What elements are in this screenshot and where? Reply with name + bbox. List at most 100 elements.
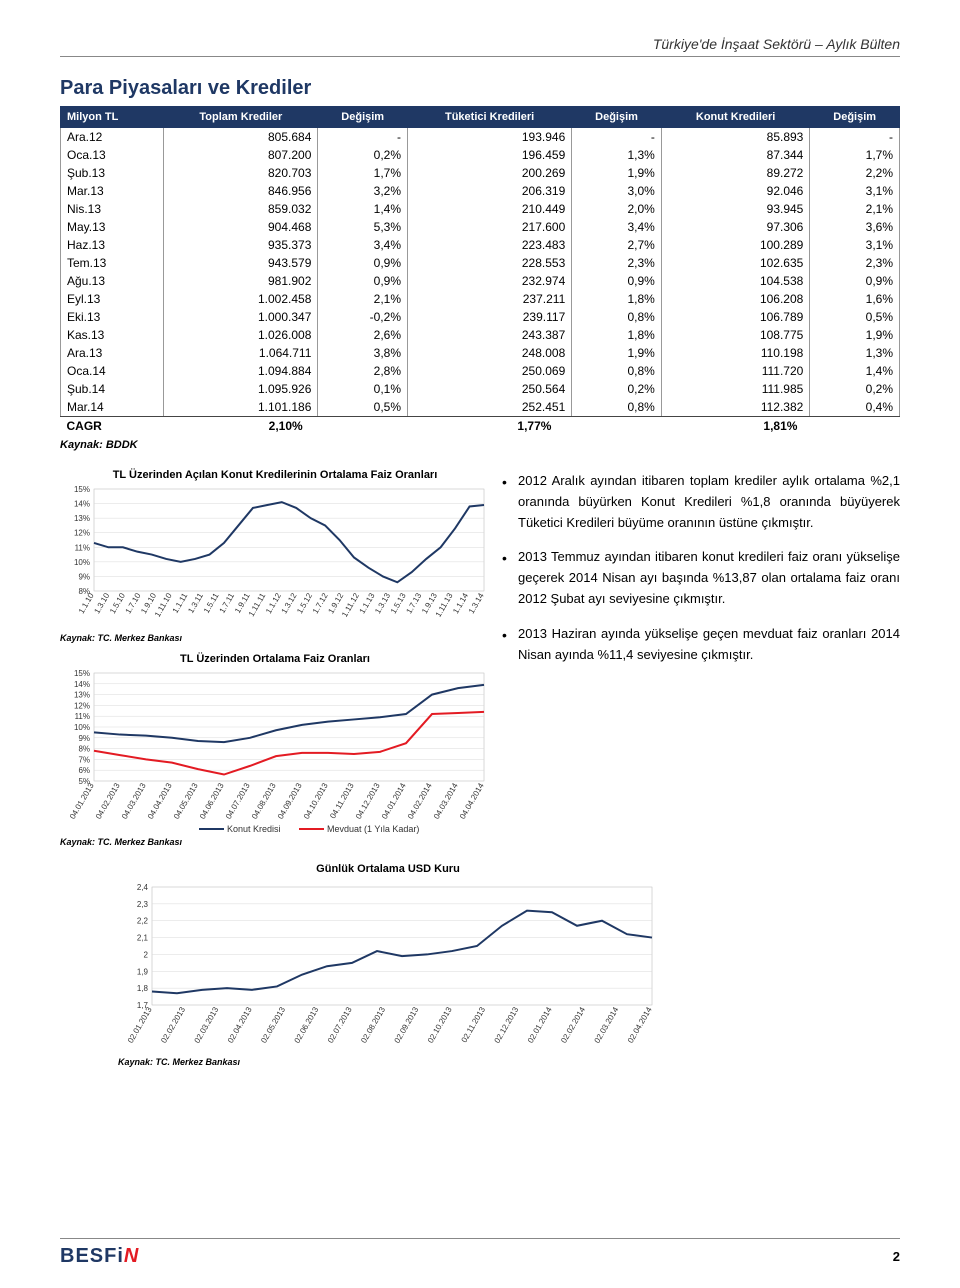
svg-text:1,8: 1,8 bbox=[137, 984, 149, 993]
svg-text:04.04.2013: 04.04.2013 bbox=[146, 781, 174, 821]
svg-text:02.05.2013: 02.05.2013 bbox=[259, 1005, 287, 1045]
table-header: Tüketici Kredileri bbox=[408, 107, 572, 128]
svg-text:12%: 12% bbox=[74, 529, 90, 538]
svg-text:04.02.2013: 04.02.2013 bbox=[94, 781, 122, 821]
footer-logo: BESFiN bbox=[60, 1245, 139, 1268]
table-header: Toplam Krediler bbox=[164, 107, 318, 128]
table-row: Oca.13807.2000,2%196.4591,3%87.3441,7% bbox=[61, 146, 900, 164]
chart2-title: TL Üzerinden Ortalama Faiz Oranları bbox=[60, 653, 490, 665]
bullet-item: 2013 Temmuz ayından itibaren konut kredi… bbox=[502, 547, 900, 609]
table-row: Tem.13943.5790,9%228.5532,3%102.6352,3% bbox=[61, 254, 900, 272]
table-row: Şub.13820.7031,7%200.2691,9%89.2722,2% bbox=[61, 164, 900, 182]
table-row: Şub.141.095.9260,1%250.5640,2%111.9850,2… bbox=[61, 380, 900, 398]
table-row: Kas.131.026.0082,6%243.3871,8%108.7751,9… bbox=[61, 326, 900, 344]
svg-text:9%: 9% bbox=[78, 734, 90, 743]
svg-text:04.01.2014: 04.01.2014 bbox=[380, 781, 408, 821]
svg-text:9%: 9% bbox=[78, 572, 90, 581]
svg-text:14%: 14% bbox=[74, 680, 90, 689]
table-header: Değişim bbox=[810, 107, 900, 128]
svg-text:02.12.2013: 02.12.2013 bbox=[493, 1005, 521, 1045]
svg-text:12%: 12% bbox=[74, 701, 90, 710]
svg-text:04.10.2013: 04.10.2013 bbox=[302, 781, 330, 821]
svg-text:02.02.2013: 02.02.2013 bbox=[159, 1005, 187, 1045]
svg-text:10%: 10% bbox=[74, 723, 90, 732]
chart1-source: Kaynak: TC. Merkez Bankası bbox=[60, 633, 490, 643]
chart3-title: Günlük Ortalama USD Kuru bbox=[118, 863, 658, 875]
svg-text:Konut Kredisi: Konut Kredisi bbox=[227, 824, 281, 834]
table-row: Nis.13859.0321,4%210.4492,0%93.9452,1% bbox=[61, 200, 900, 218]
svg-text:02.10.2013: 02.10.2013 bbox=[426, 1005, 454, 1045]
svg-text:02.04.2013: 02.04.2013 bbox=[226, 1005, 254, 1045]
svg-text:02.06.2013: 02.06.2013 bbox=[293, 1005, 321, 1045]
svg-text:04.05.2013: 04.05.2013 bbox=[172, 781, 200, 821]
svg-text:1.3.14: 1.3.14 bbox=[467, 591, 486, 615]
table-row: Mar.141.101.1860,5%252.4510,8%112.3820,4… bbox=[61, 398, 900, 417]
svg-text:7%: 7% bbox=[78, 755, 90, 764]
svg-text:04.08.2013: 04.08.2013 bbox=[250, 781, 278, 821]
svg-text:11%: 11% bbox=[75, 543, 90, 552]
svg-text:02.02.2014: 02.02.2014 bbox=[559, 1005, 587, 1045]
svg-text:02.08.2013: 02.08.2013 bbox=[359, 1005, 387, 1045]
table-row: Ağu.13981.9020,9%232.9740,9%104.5380,9% bbox=[61, 272, 900, 290]
chart3-source: Kaynak: TC. Merkez Bankası bbox=[118, 1057, 658, 1067]
table-header: Milyon TL bbox=[61, 107, 164, 128]
svg-text:15%: 15% bbox=[74, 485, 90, 494]
svg-text:10%: 10% bbox=[74, 558, 90, 567]
svg-text:02.09.2013: 02.09.2013 bbox=[393, 1005, 421, 1045]
svg-text:02.07.2013: 02.07.2013 bbox=[326, 1005, 354, 1045]
svg-text:1,9: 1,9 bbox=[137, 967, 149, 976]
chart3: 1,71,81,922,12,22,32,402.01.201302.02.20… bbox=[118, 877, 658, 1057]
svg-text:2,4: 2,4 bbox=[137, 883, 149, 892]
svg-text:02.04.2014: 02.04.2014 bbox=[626, 1005, 654, 1045]
svg-text:11%: 11% bbox=[75, 712, 90, 721]
svg-text:02.03.2013: 02.03.2013 bbox=[193, 1005, 221, 1045]
svg-text:13%: 13% bbox=[74, 691, 90, 700]
svg-text:02.01.2014: 02.01.2014 bbox=[526, 1005, 554, 1045]
svg-text:04.02.2014: 04.02.2014 bbox=[406, 781, 434, 821]
svg-text:2: 2 bbox=[144, 950, 149, 959]
svg-text:04.01.2013: 04.01.2013 bbox=[68, 781, 96, 821]
svg-text:04.12.2013: 04.12.2013 bbox=[354, 781, 382, 821]
svg-text:13%: 13% bbox=[74, 514, 90, 523]
bullet-item: 2012 Aralık ayından itibaren toplam kred… bbox=[502, 471, 900, 533]
chart2: 5%6%7%8%9%10%11%12%13%14%15%04.01.201304… bbox=[60, 667, 490, 837]
svg-text:2,1: 2,1 bbox=[137, 934, 149, 943]
svg-text:15%: 15% bbox=[74, 669, 90, 678]
chart1: 8%9%10%11%12%13%14%15%1.1.101.3.101.5.10… bbox=[60, 483, 490, 633]
svg-text:02.03.2014: 02.03.2014 bbox=[593, 1005, 621, 1045]
table-row: May.13904.4685,3%217.6003,4%97.3063,6% bbox=[61, 218, 900, 236]
svg-text:04.06.2013: 04.06.2013 bbox=[198, 781, 226, 821]
svg-text:8%: 8% bbox=[78, 745, 90, 754]
table-row: Haz.13935.3733,4%223.4832,7%100.2893,1% bbox=[61, 236, 900, 254]
table-row: Ara.131.064.7113,8%248.0081,9%110.1981,3… bbox=[61, 344, 900, 362]
svg-text:04.03.2014: 04.03.2014 bbox=[432, 781, 460, 821]
table-row: Mar.13846.9563,2%206.3193,0%92.0463,1% bbox=[61, 182, 900, 200]
svg-text:04.09.2013: 04.09.2013 bbox=[276, 781, 304, 821]
svg-text:02.01.2013: 02.01.2013 bbox=[126, 1005, 154, 1045]
table-header: Değişim bbox=[318, 107, 408, 128]
table-cagr-row: CAGR2,10%1,77%1,81% bbox=[61, 417, 900, 436]
svg-text:04.07.2013: 04.07.2013 bbox=[224, 781, 252, 821]
table-row: Ara.12805.684-193.946-85.893- bbox=[61, 128, 900, 147]
svg-text:2,2: 2,2 bbox=[137, 917, 149, 926]
table-row: Eyl.131.002.4582,1%237.2111,8%106.2081,6… bbox=[61, 290, 900, 308]
page-number: 2 bbox=[893, 1249, 900, 1264]
chart2-source: Kaynak: TC. Merkez Bankası bbox=[60, 837, 490, 847]
svg-text:04.11.2013: 04.11.2013 bbox=[328, 781, 356, 820]
svg-text:04.03.2013: 04.03.2013 bbox=[120, 781, 148, 821]
chart1-title: TL Üzerinden Açılan Konut Kredilerinin O… bbox=[60, 469, 490, 481]
page-header: Türkiye'de İnşaat Sektörü – Aylık Bülten bbox=[60, 36, 900, 57]
table-header: Değişim bbox=[572, 107, 662, 128]
table-row: Eki.131.000.347-0,2%239.1170,8%106.7890,… bbox=[61, 308, 900, 326]
credit-table: Milyon TLToplam KredilerDeğişimTüketici … bbox=[60, 106, 900, 435]
section-title: Para Piyasaları ve Krediler bbox=[60, 77, 900, 100]
svg-text:04.04.2014: 04.04.2014 bbox=[458, 781, 486, 821]
bullet-list: 2012 Aralık ayından itibaren toplam kred… bbox=[502, 471, 900, 665]
svg-text:14%: 14% bbox=[74, 500, 90, 509]
table-source: Kaynak: BDDK bbox=[60, 439, 900, 451]
svg-text:6%: 6% bbox=[78, 766, 90, 775]
bullet-item: 2013 Haziran ayında yükselişe geçen mevd… bbox=[502, 624, 900, 666]
svg-text:2,3: 2,3 bbox=[137, 900, 149, 909]
table-row: Oca.141.094.8842,8%250.0690,8%111.7201,4… bbox=[61, 362, 900, 380]
table-header: Konut Kredileri bbox=[661, 107, 809, 128]
